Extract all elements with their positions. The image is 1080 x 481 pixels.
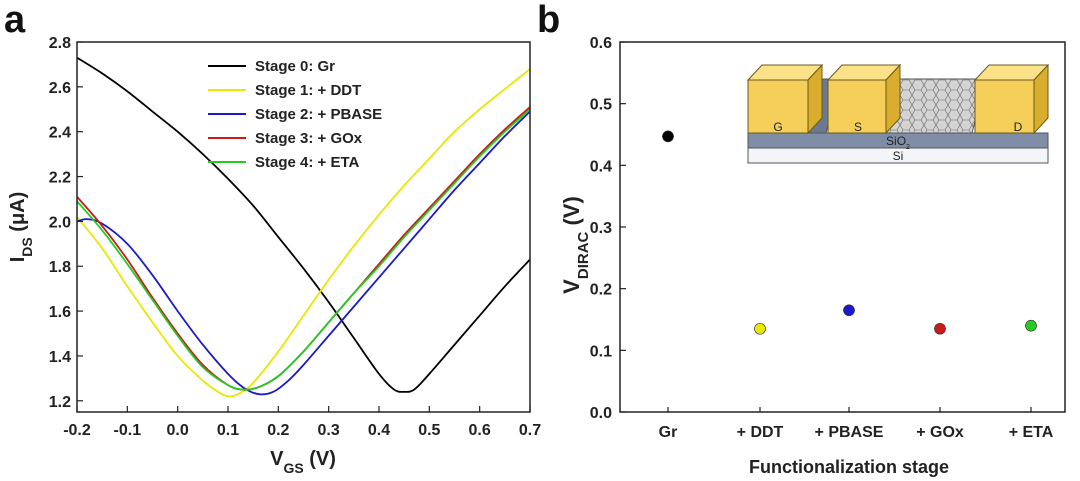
panel-a-x-tick-label: 0.6 bbox=[469, 422, 491, 439]
device-schematic-inset: G S D SiO2 Si bbox=[746, 63, 1050, 164]
panel-a-x-tick-label: 0.4 bbox=[368, 422, 390, 439]
panel-a-y-tick-label: 2.4 bbox=[49, 125, 71, 142]
panel-a-x-tick-label: 0.0 bbox=[167, 422, 189, 439]
panel-b-y-tick-label: 0.5 bbox=[590, 97, 612, 114]
inset-drain-electrode bbox=[974, 79, 1035, 134]
series-line-s2 bbox=[77, 110, 530, 396]
dirac-point-2 bbox=[843, 304, 855, 317]
panel-b-category-label: + DDT bbox=[737, 424, 784, 441]
dirac-point-3 bbox=[934, 322, 946, 335]
panel-b-y-tick-label: 0.0 bbox=[590, 405, 612, 422]
inset-drain-label: D bbox=[1014, 120, 1023, 134]
panel-a-x-tick-label: -0.2 bbox=[63, 422, 91, 439]
panel-b-category-label: + GOx bbox=[916, 424, 964, 441]
panel-b-chart: 0.0 0.1 0.2 0.3 0.4 0.5 0.6 Gr + DDT + PBASE + GO… bbox=[559, 35, 1066, 477]
legend-label-s4: Stage 4: + ETA bbox=[255, 154, 360, 171]
panel-a-x-tick-label: 0.1 bbox=[217, 422, 239, 439]
legend-label-s3: Stage 3: + GOx bbox=[255, 130, 363, 147]
series-line-s1 bbox=[77, 68, 530, 398]
inset-gate-electrode bbox=[747, 79, 809, 134]
panel-a-x-axis-label: VGS (V) bbox=[270, 448, 336, 476]
inset-graphene-lattice bbox=[886, 79, 986, 133]
panel-a-x-tick-label: 0.3 bbox=[318, 422, 340, 439]
panel-a-chart: -0.2 -0.1 0.0 0.1 0.2 0.3 0.4 0.5 0.6 0.7 1.2 1.4 1… bbox=[7, 35, 541, 476]
panel-b-category-label: Gr bbox=[659, 424, 678, 441]
legend-label-s0: Stage 0: Gr bbox=[255, 58, 335, 75]
panel-a-y-tick-label: 2.8 bbox=[49, 35, 71, 52]
series-line-s3 bbox=[77, 106, 530, 391]
inset-gate-label: G bbox=[773, 120, 782, 134]
panel-a-x-tick-label: 0.5 bbox=[418, 422, 440, 439]
panel-a-y-tick-label: 1.6 bbox=[49, 304, 71, 321]
panel-b-y-tick-label: 0.1 bbox=[590, 343, 612, 360]
series-line-s0 bbox=[77, 56, 530, 393]
dirac-point-4 bbox=[1025, 319, 1037, 332]
panel-b-category-label: + PBASE bbox=[815, 424, 884, 441]
panel-a-y-tick-label: 1.4 bbox=[49, 349, 71, 366]
panel-b-y-axis-label: VDIRAC (V) bbox=[559, 196, 592, 294]
series-line-s4 bbox=[77, 108, 530, 391]
panel-b-label: b bbox=[537, 0, 560, 41]
panel-b-category-label: + ETA bbox=[1009, 424, 1054, 441]
inset-substrate-label: Si bbox=[893, 149, 904, 163]
panel-b-y-tick-label: 0.2 bbox=[590, 282, 612, 299]
panel-a-y-tick-label: 1.8 bbox=[49, 259, 71, 276]
panel-a-label: a bbox=[4, 0, 26, 41]
panel-b-y-tick-label: 0.6 bbox=[590, 35, 612, 52]
panel-a-y-axis-label: IDS (μA) bbox=[7, 192, 35, 263]
legend-label-s1: Stage 1: + DDT bbox=[255, 82, 361, 99]
panel-a-plot-frame bbox=[76, 41, 531, 413]
panel-b-y-tick-label: 0.4 bbox=[590, 158, 612, 175]
panel-a-x-tick-label: -0.1 bbox=[114, 422, 142, 439]
panel-a-y-tick-label: 2.2 bbox=[49, 170, 71, 187]
dirac-point-0 bbox=[662, 130, 674, 143]
panel-a-legend: Stage 0: Gr Stage 1: + DDT Stage 2: + PBAS… bbox=[208, 58, 382, 171]
inset-source-label: S bbox=[854, 120, 862, 134]
panel-b-x-axis-label: Functionalization stage bbox=[749, 457, 949, 477]
panel-a-y-tick-label: 2.0 bbox=[49, 214, 71, 231]
panel-a-x-tick-label: 0.2 bbox=[267, 422, 289, 439]
inset-oxide-label: SiO2 bbox=[886, 134, 910, 151]
panel-a-y-tick-label: 1.2 bbox=[49, 394, 71, 411]
legend-label-s2: Stage 2: + PBASE bbox=[255, 106, 382, 123]
panel-a-y-tick-label: 2.6 bbox=[49, 80, 71, 97]
panel-b-y-tick-label: 0.3 bbox=[590, 220, 612, 237]
inset-source-electrode bbox=[827, 79, 887, 134]
panel-a-x-tick-label: 0.7 bbox=[519, 422, 541, 439]
dirac-point-1 bbox=[754, 322, 766, 335]
